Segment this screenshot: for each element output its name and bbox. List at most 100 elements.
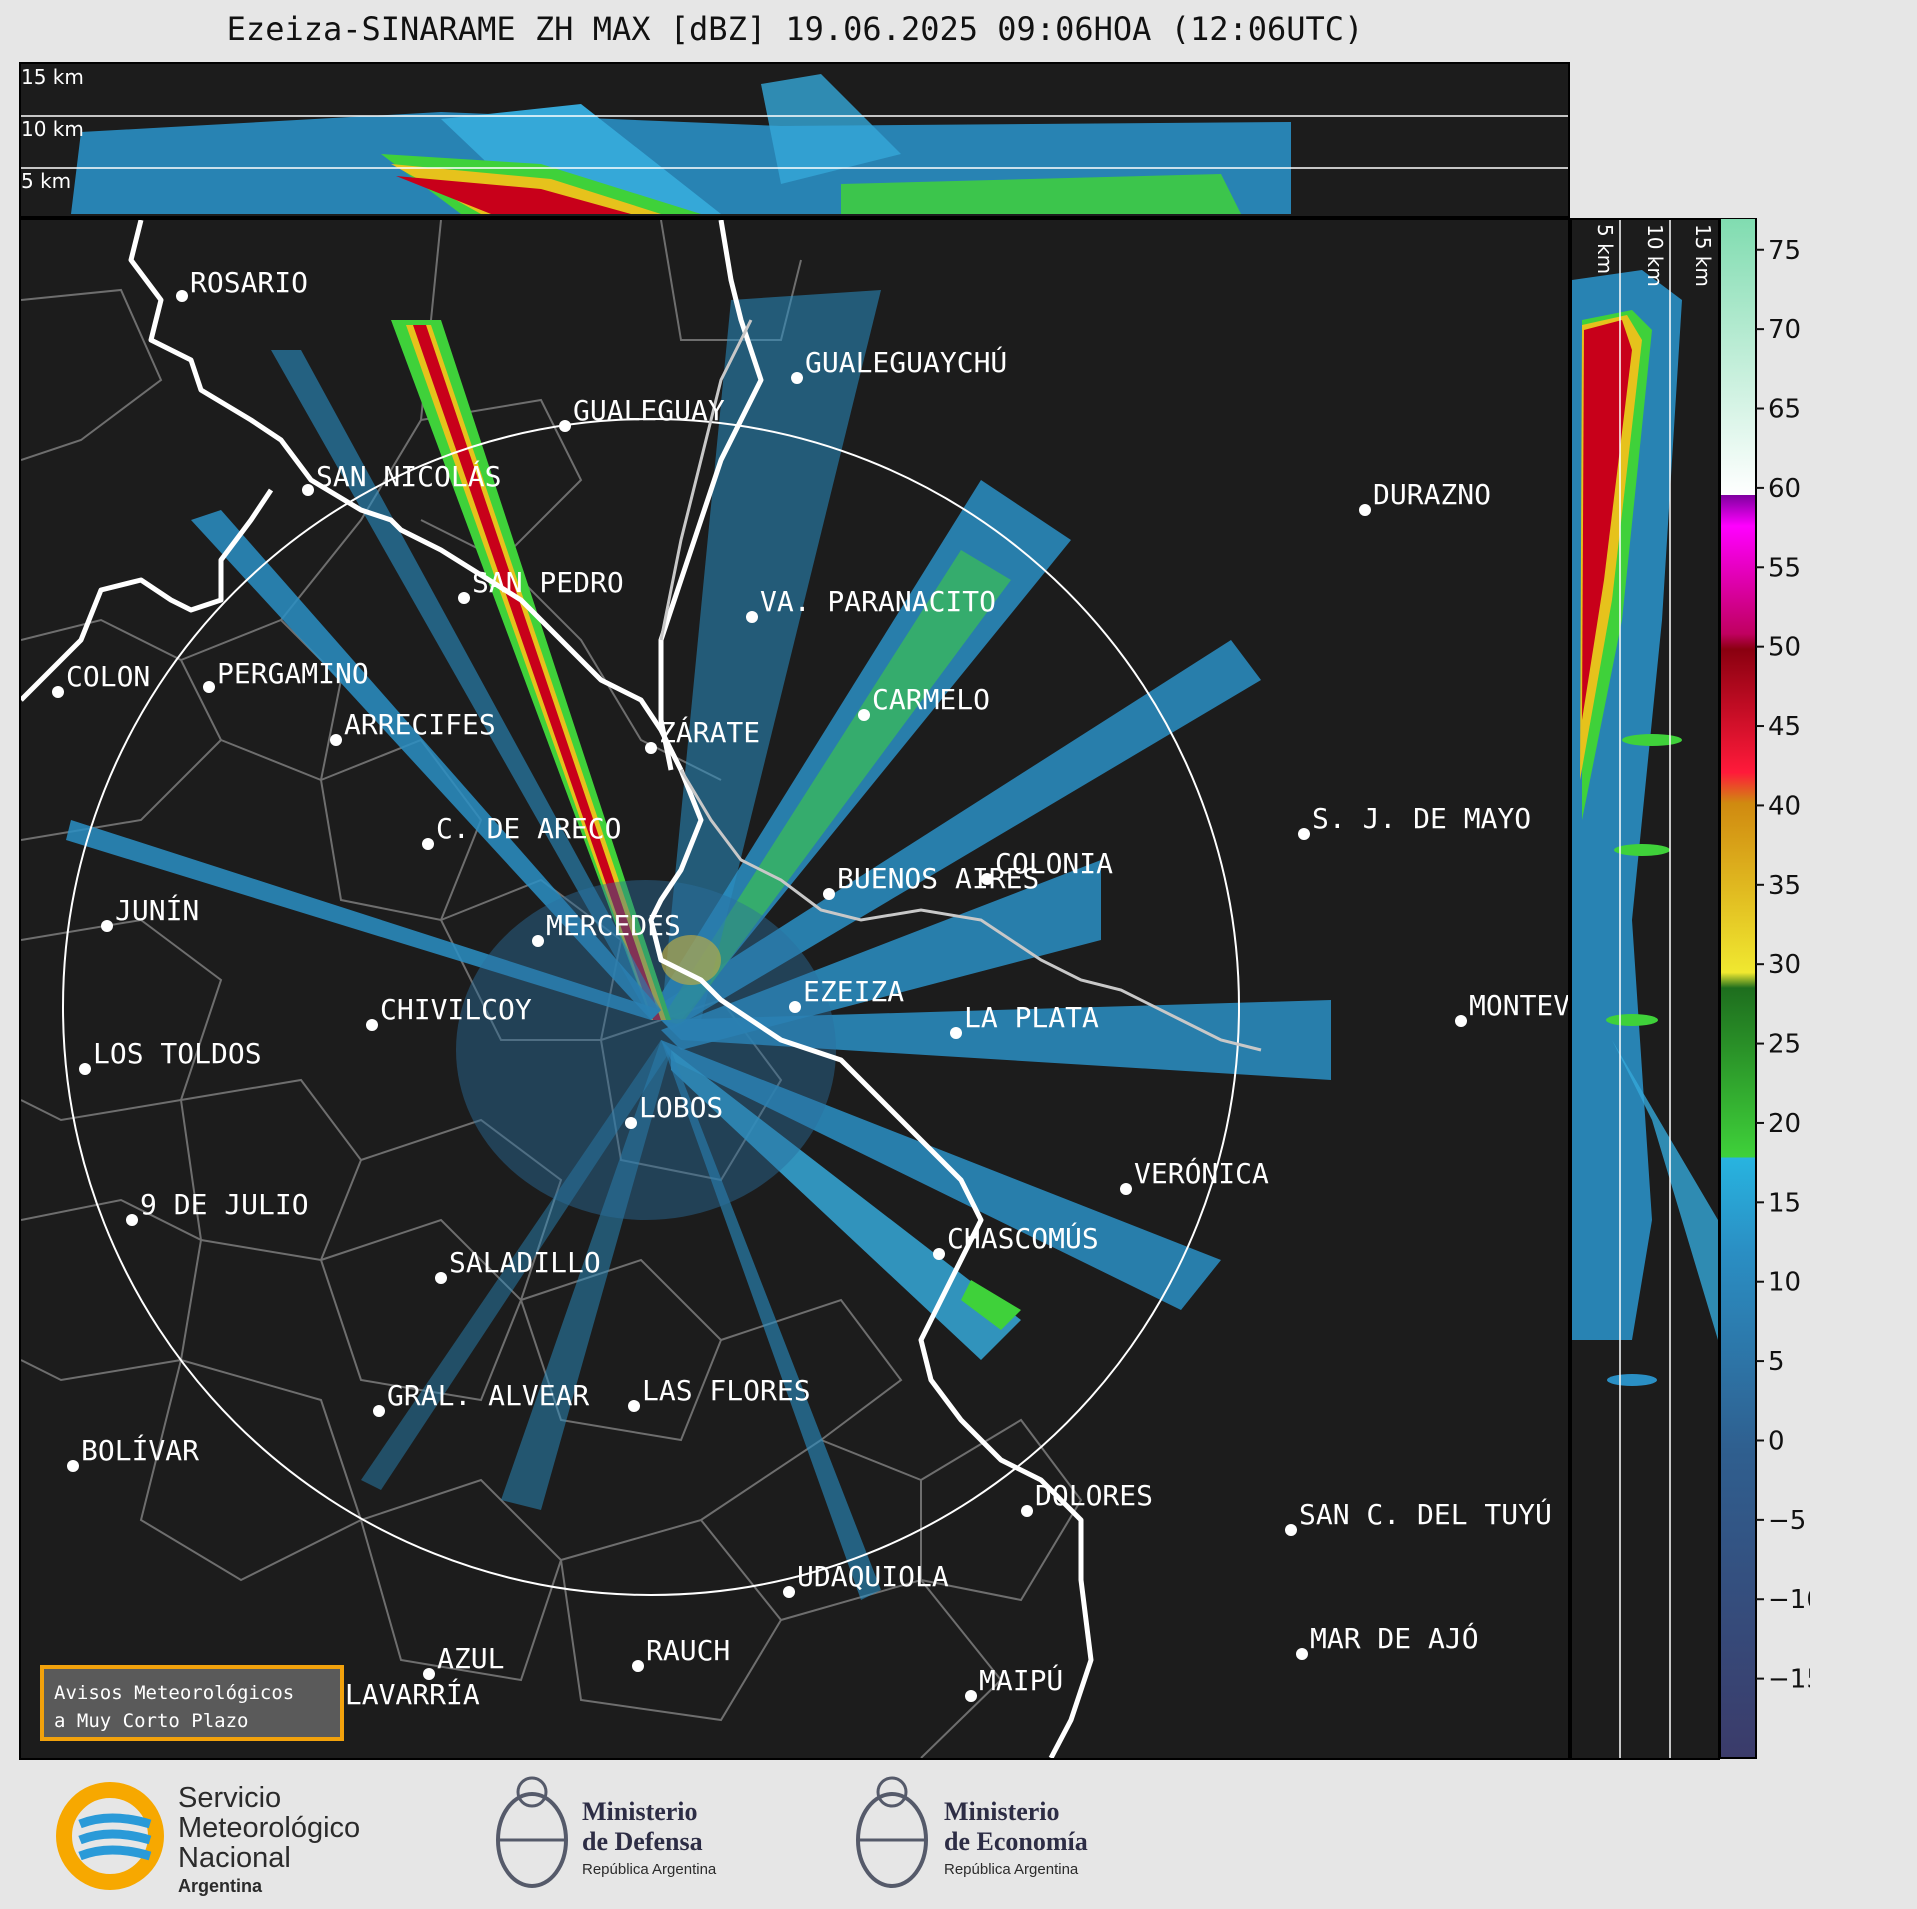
uruguay-coast xyxy=(659,319,1262,1052)
city-dot-la-plata xyxy=(950,1027,962,1039)
radar-map: ROSARIO GUALEGUAYCHÚ GUALEGUAY SAN NICOLÁS D… xyxy=(19,218,1570,1760)
city-label-junin: JUNÍN xyxy=(115,893,199,927)
city-dot-va-paranacito xyxy=(746,611,758,623)
city-label-bolivar: BOLÍVAR xyxy=(81,1433,199,1467)
top-height-profile: 15 km 10 km 5 km xyxy=(19,62,1570,218)
national-shield-icon xyxy=(856,1792,928,1888)
city-label-azul: AZUL xyxy=(437,1642,504,1675)
city-dot-montevideo xyxy=(1455,1015,1467,1027)
economia-line-1: Ministerio xyxy=(944,1797,1060,1826)
coastlines xyxy=(21,220,1094,1758)
city-label-carmelo: CARMELO xyxy=(872,683,990,716)
city-dot-pergamino xyxy=(203,681,215,693)
city-label-va-paranacito: VA. PARANACITO xyxy=(760,585,996,618)
top-height-label-15: 15 km xyxy=(21,65,84,89)
smn-line-3: Nacional xyxy=(178,1842,291,1874)
city-dot-durazno xyxy=(1359,504,1371,516)
page-title: Ezeiza-SINARAME ZH MAX [dBZ] 19.06.2025 … xyxy=(226,10,1364,48)
national-shield-icon xyxy=(496,1792,568,1888)
city-label-c-de-areco: C. DE ARECO xyxy=(436,812,621,845)
smn-logo: Servicio Meteorológico Nacional Argentin… xyxy=(56,1782,360,1896)
economia-logo: Ministerio de Economía República Argenti… xyxy=(856,1776,1088,1888)
colorbar-tick-label: 70 xyxy=(1768,315,1801,345)
city-label-arrecifes: ARRECIFES xyxy=(344,708,496,741)
city-label-san-c-del-tuyu: SAN C. DEL TUYÚ xyxy=(1299,1497,1552,1531)
side-height-label-10: 10 km xyxy=(1643,224,1667,287)
city-dot-chascomus xyxy=(933,1248,945,1260)
city-label-san-pedro: SAN PEDRO xyxy=(472,566,624,599)
defensa-line-3: República Argentina xyxy=(582,1861,717,1878)
city-label-saladillo: SALADILLO xyxy=(449,1246,601,1279)
colorbar-tick-label: 35 xyxy=(1768,871,1801,901)
colorbar-tick-label: 30 xyxy=(1768,950,1801,980)
city-label-durazno: DURAZNO xyxy=(1373,478,1491,511)
side-height-profile: 5 km 10 km 15 km xyxy=(1570,218,1720,1760)
smn-line-2: Meteorológico xyxy=(178,1812,360,1844)
city-label-zarate: ZÁRATE xyxy=(659,715,760,749)
city-label-montevideo: MONTEVIDEO xyxy=(1469,989,1568,1022)
city-label-los-toldos: LOS TOLDOS xyxy=(93,1037,262,1070)
colorbar-tick-label: 45 xyxy=(1768,712,1801,742)
city-dot-gualeguaychu xyxy=(791,372,803,384)
city-label-lobos: LOBOS xyxy=(639,1091,723,1124)
city-dot-maipu xyxy=(965,1690,977,1702)
city-label-buenos-aires: BUENOS AIRES xyxy=(837,862,1039,895)
city-dot-lobos xyxy=(625,1117,637,1129)
defensa-line-1: Ministerio xyxy=(582,1797,698,1826)
top-height-label-10: 10 km xyxy=(21,117,84,141)
colorbar-tick-label: 40 xyxy=(1768,791,1801,821)
city-label-dolores: DOLORES xyxy=(1035,1479,1153,1512)
footer-logos: Servicio Meteorológico Nacional Argentin… xyxy=(56,1776,1088,1896)
city-dot-carmelo xyxy=(858,709,870,721)
city-dot-mar-de-ajo xyxy=(1296,1648,1308,1660)
colorbar-tick-label: 55 xyxy=(1768,553,1801,583)
notice-line-2: a Muy Corto Plazo xyxy=(54,1710,249,1732)
city-label-s-j-de-mayo: S. J. DE MAYO xyxy=(1312,802,1531,835)
city-label-olavarria: OLAVARRÍA xyxy=(328,1677,480,1711)
city-dot-c-de-areco xyxy=(422,838,434,850)
top-echo-shapes xyxy=(71,74,1291,214)
side-height-label-5: 5 km xyxy=(1593,224,1617,274)
city-dot-chivilcoy xyxy=(366,1019,378,1031)
city-label-rauch: RAUCH xyxy=(646,1634,730,1667)
city-dot-las-flores xyxy=(628,1400,640,1412)
city-dot-gualeguay xyxy=(559,420,571,432)
city-label-gualeguaychu: GUALEGUAYCHÚ xyxy=(805,345,1007,379)
smn-emblem-icon xyxy=(56,1782,164,1890)
notice-box: Avisos Meteorológicos a Muy Corto Plazo xyxy=(40,1665,344,1741)
city-dot-san-c-del-tuyu xyxy=(1285,1524,1297,1536)
city-label-gualeguay: GUALEGUAY xyxy=(573,394,725,427)
city-markers: ROSARIO GUALEGUAYCHÚ GUALEGUAY SAN NICOLÁS D… xyxy=(52,266,1568,1716)
city-dot-dolores xyxy=(1021,1505,1033,1517)
colorbar-tick-label: 10 xyxy=(1768,1268,1801,1298)
city-dot-los-toldos xyxy=(79,1063,91,1075)
colorbar-tick-label: 65 xyxy=(1768,395,1801,425)
city-label-udaquiola: UDAQUIOLA xyxy=(797,1560,949,1593)
city-dot-s-j-de-mayo xyxy=(1298,828,1310,840)
defensa-logo: Ministerio de Defensa República Argentin… xyxy=(496,1776,717,1888)
city-dot-zarate xyxy=(645,742,657,754)
side-echo-shapes xyxy=(1572,270,1718,1386)
city-label-mercedes: MERCEDES xyxy=(546,909,681,942)
colorbar-tick-label: 15 xyxy=(1768,1188,1801,1218)
city-label-colon: COLON xyxy=(66,660,150,693)
notice-line-1: Avisos Meteorológicos xyxy=(54,1682,295,1704)
colorbar-tick-label: 25 xyxy=(1768,1030,1801,1060)
colorbar-tick-label: 0 xyxy=(1768,1426,1785,1456)
colorbar-tick-label: 60 xyxy=(1768,474,1801,504)
side-height-label-15: 15 km xyxy=(1691,224,1715,287)
city-label-colonia: COLONIA xyxy=(995,847,1113,880)
city-dot-colonia xyxy=(981,873,993,885)
city-dot-junin xyxy=(101,920,113,932)
city-label-rosario: ROSARIO xyxy=(190,266,308,299)
city-dot-udaquiola xyxy=(783,1586,795,1598)
defensa-line-2: de Defensa xyxy=(582,1827,703,1856)
colorbar-tick-label: −15 xyxy=(1768,1665,1810,1695)
city-label-san-nicolas: SAN NICOLÁS xyxy=(316,459,501,493)
city-dot-san-nicolas xyxy=(302,484,314,496)
top-height-label-5: 5 km xyxy=(21,169,71,193)
city-label-pergamino: PERGAMINO xyxy=(217,657,369,690)
city-dot-gral-alvear xyxy=(373,1405,385,1417)
city-dot-veronica xyxy=(1120,1183,1132,1195)
city-dot-bolivar xyxy=(67,1460,79,1472)
